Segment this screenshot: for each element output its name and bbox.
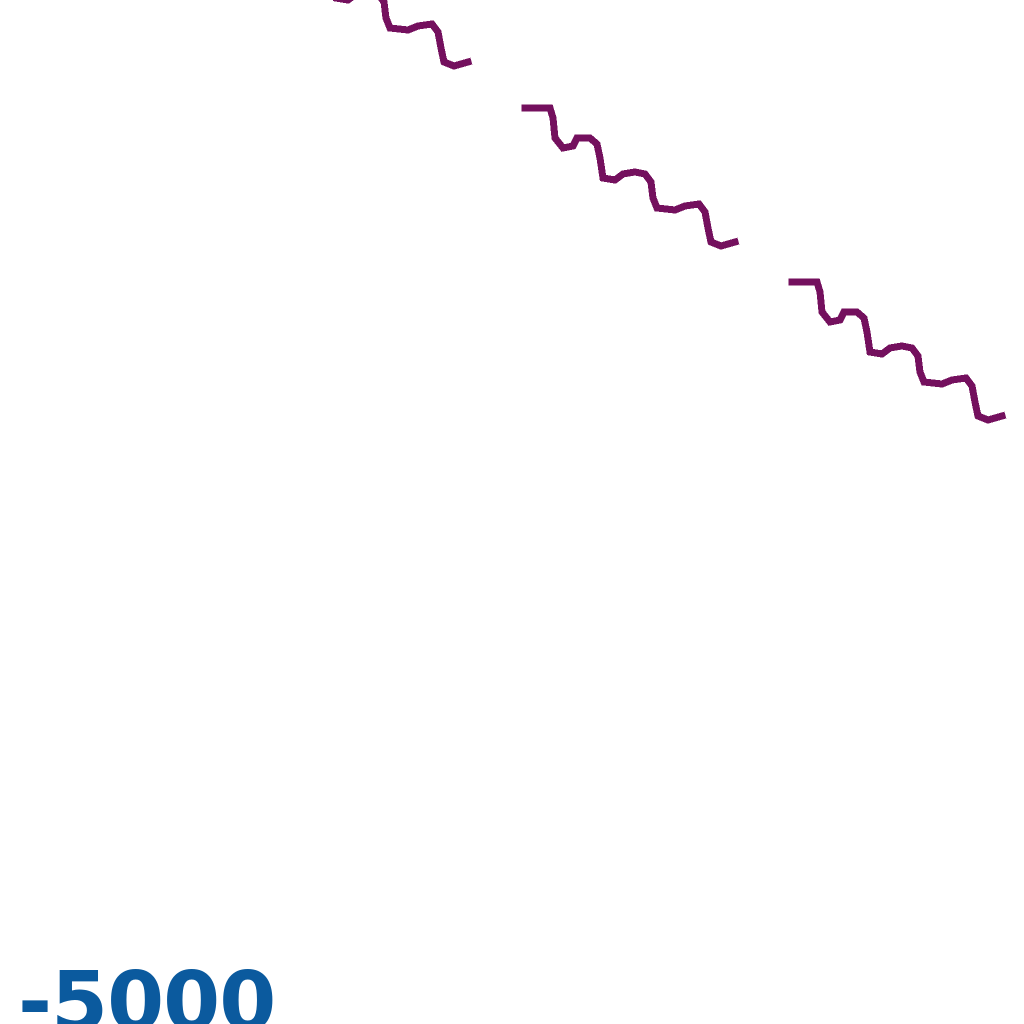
value-label: -5000: [18, 955, 276, 1024]
squiggle-line-1: [332, 0, 473, 70]
squiggle-line-3: [788, 278, 1007, 424]
squiggle-line-2: [521, 104, 740, 250]
